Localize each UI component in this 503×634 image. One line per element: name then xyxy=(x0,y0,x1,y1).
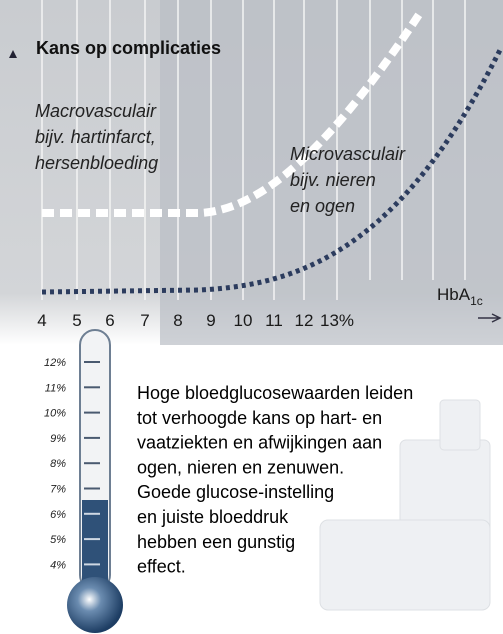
x-axis-label-subscript: 1c xyxy=(470,294,483,308)
macrovascular-line: hersenbloeding xyxy=(35,153,158,173)
description-line: en juiste bloeddruk xyxy=(137,507,289,527)
thermometer-label: 4% xyxy=(50,559,66,571)
x-tick-label: 5 xyxy=(72,311,81,330)
thermometer-label: 10% xyxy=(44,408,66,420)
description-line: vaatziekten en afwijkingen aan xyxy=(137,433,382,453)
microvascular-line: Microvasculair xyxy=(290,144,406,164)
x-tick-label: 8 xyxy=(173,311,182,330)
x-tick-label: 4 xyxy=(37,311,46,330)
macrovascular-label: Macrovasculair bijv. hartinfarct, hersenbl… xyxy=(35,101,158,173)
infographic: Kans op complicaties Macrovasculair bijv.… xyxy=(0,0,503,634)
microvascular-line: en ogen xyxy=(290,196,355,216)
thermometer-bulb xyxy=(67,577,123,633)
thermometer-label: 7% xyxy=(50,484,66,496)
macrovascular-line: bijv. hartinfarct, xyxy=(35,127,156,147)
x-tick-label: 7 xyxy=(140,311,149,330)
description-line: hebben een gunstig xyxy=(137,532,295,552)
x-tick-label: 12 xyxy=(295,311,314,330)
thermometer-label: 9% xyxy=(50,433,66,445)
x-axis-label-main: HbA xyxy=(437,285,471,304)
thermometer-label: 6% xyxy=(50,509,66,521)
title: Kans op complicaties xyxy=(36,38,221,58)
thermometer-label: 11% xyxy=(45,382,66,394)
thermometer-label: 5% xyxy=(50,534,66,546)
description-line: tot verhoogde kans op hart- en xyxy=(137,408,382,428)
background-equipment xyxy=(320,400,490,610)
x-tick-label: 10 xyxy=(234,311,253,330)
x-tick-label: 9 xyxy=(206,311,215,330)
page: {"title": "Kans op complicaties", "macro… xyxy=(0,0,503,634)
microvascular-line: bijv. nieren xyxy=(290,170,376,190)
description-line: effect. xyxy=(137,557,186,577)
description-line: ogen, nieren en zenuwen. xyxy=(137,457,344,477)
thermometer-label: 12% xyxy=(44,357,66,369)
description-line: Goede glucose-instelling xyxy=(137,482,334,502)
macrovascular-line: Macrovasculair xyxy=(35,101,157,121)
thermometer-label: 8% xyxy=(50,458,66,470)
x-tick-label: 6 xyxy=(105,311,114,330)
x-tick-label: 11 xyxy=(265,311,283,330)
x-tick-label: 13% xyxy=(320,311,354,330)
description-line: Hoge bloedglucosewaarden leiden xyxy=(137,383,413,403)
